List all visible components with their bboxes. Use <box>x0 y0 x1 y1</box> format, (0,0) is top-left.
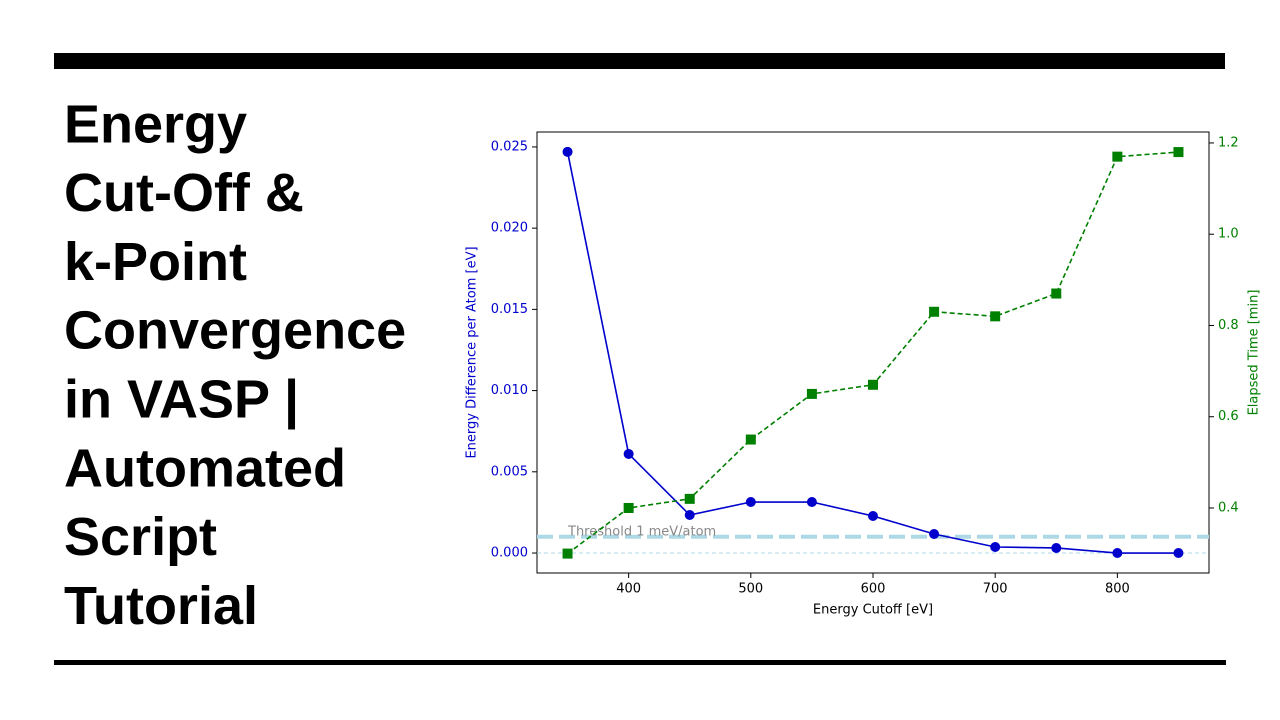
point <box>806 388 817 399</box>
y2-tick-label: 1.0 <box>1218 227 1239 242</box>
title-line: k-Point <box>64 232 247 292</box>
point <box>1173 548 1184 559</box>
y2-axis-label: Elapsed Time [min] <box>1247 290 1262 416</box>
point <box>1112 151 1123 162</box>
y-tick-label: 0.025 <box>491 139 528 154</box>
y-tick-label: 0.015 <box>491 302 528 317</box>
point <box>868 510 878 521</box>
x-axis-label: Energy Cutoff [eV] <box>813 603 933 618</box>
point <box>745 434 756 445</box>
y-tick-label: 0.005 <box>491 464 528 479</box>
series-line <box>566 151 1179 554</box>
x-tick-label: 400 <box>616 582 641 597</box>
threshold-label: Threshold 1 meV/atom <box>567 524 716 539</box>
title-line: Energy <box>64 94 247 154</box>
title-line: Script <box>64 507 217 567</box>
x-tick-label: 800 <box>1105 582 1130 597</box>
y-tick-label: 0.000 <box>491 546 528 561</box>
point <box>990 542 1001 553</box>
point <box>1051 542 1062 553</box>
point <box>929 529 940 540</box>
series-line <box>567 151 1179 555</box>
title-line: Cut-Off & <box>64 163 304 223</box>
y-tick-label: 0.020 <box>491 221 528 236</box>
y-tick-label: 0.010 <box>491 383 528 398</box>
title-line: Tutorial <box>64 576 258 636</box>
point <box>745 497 756 508</box>
point <box>868 379 878 390</box>
title-line: in VASP | <box>64 369 299 430</box>
point <box>684 493 695 504</box>
point <box>1112 548 1123 559</box>
y-axis-label: Energy Difference per Atom [eV] <box>465 246 480 458</box>
point <box>1173 147 1184 158</box>
point <box>806 497 817 508</box>
x-tick-label: 600 <box>861 582 886 597</box>
point <box>990 311 1001 322</box>
y2-tick-label: 0.6 <box>1218 409 1239 424</box>
point <box>623 448 634 459</box>
point <box>684 510 695 521</box>
point <box>1051 288 1062 299</box>
top-bar <box>54 53 1225 69</box>
plot-frame <box>536 131 1210 574</box>
point <box>929 306 940 317</box>
title-line: Convergence <box>64 301 406 361</box>
point <box>562 146 573 157</box>
y2-tick-label: 0.8 <box>1218 318 1239 333</box>
y2-tick-label: 0.4 <box>1218 500 1239 515</box>
x-tick-label: 500 <box>738 582 763 597</box>
x-tick-label: 700 <box>983 582 1008 597</box>
point <box>562 548 573 559</box>
point <box>623 502 634 513</box>
bottom-bar <box>54 660 1226 665</box>
title-line: Automated <box>64 438 346 498</box>
y2-tick-label: 1.2 <box>1218 135 1239 150</box>
